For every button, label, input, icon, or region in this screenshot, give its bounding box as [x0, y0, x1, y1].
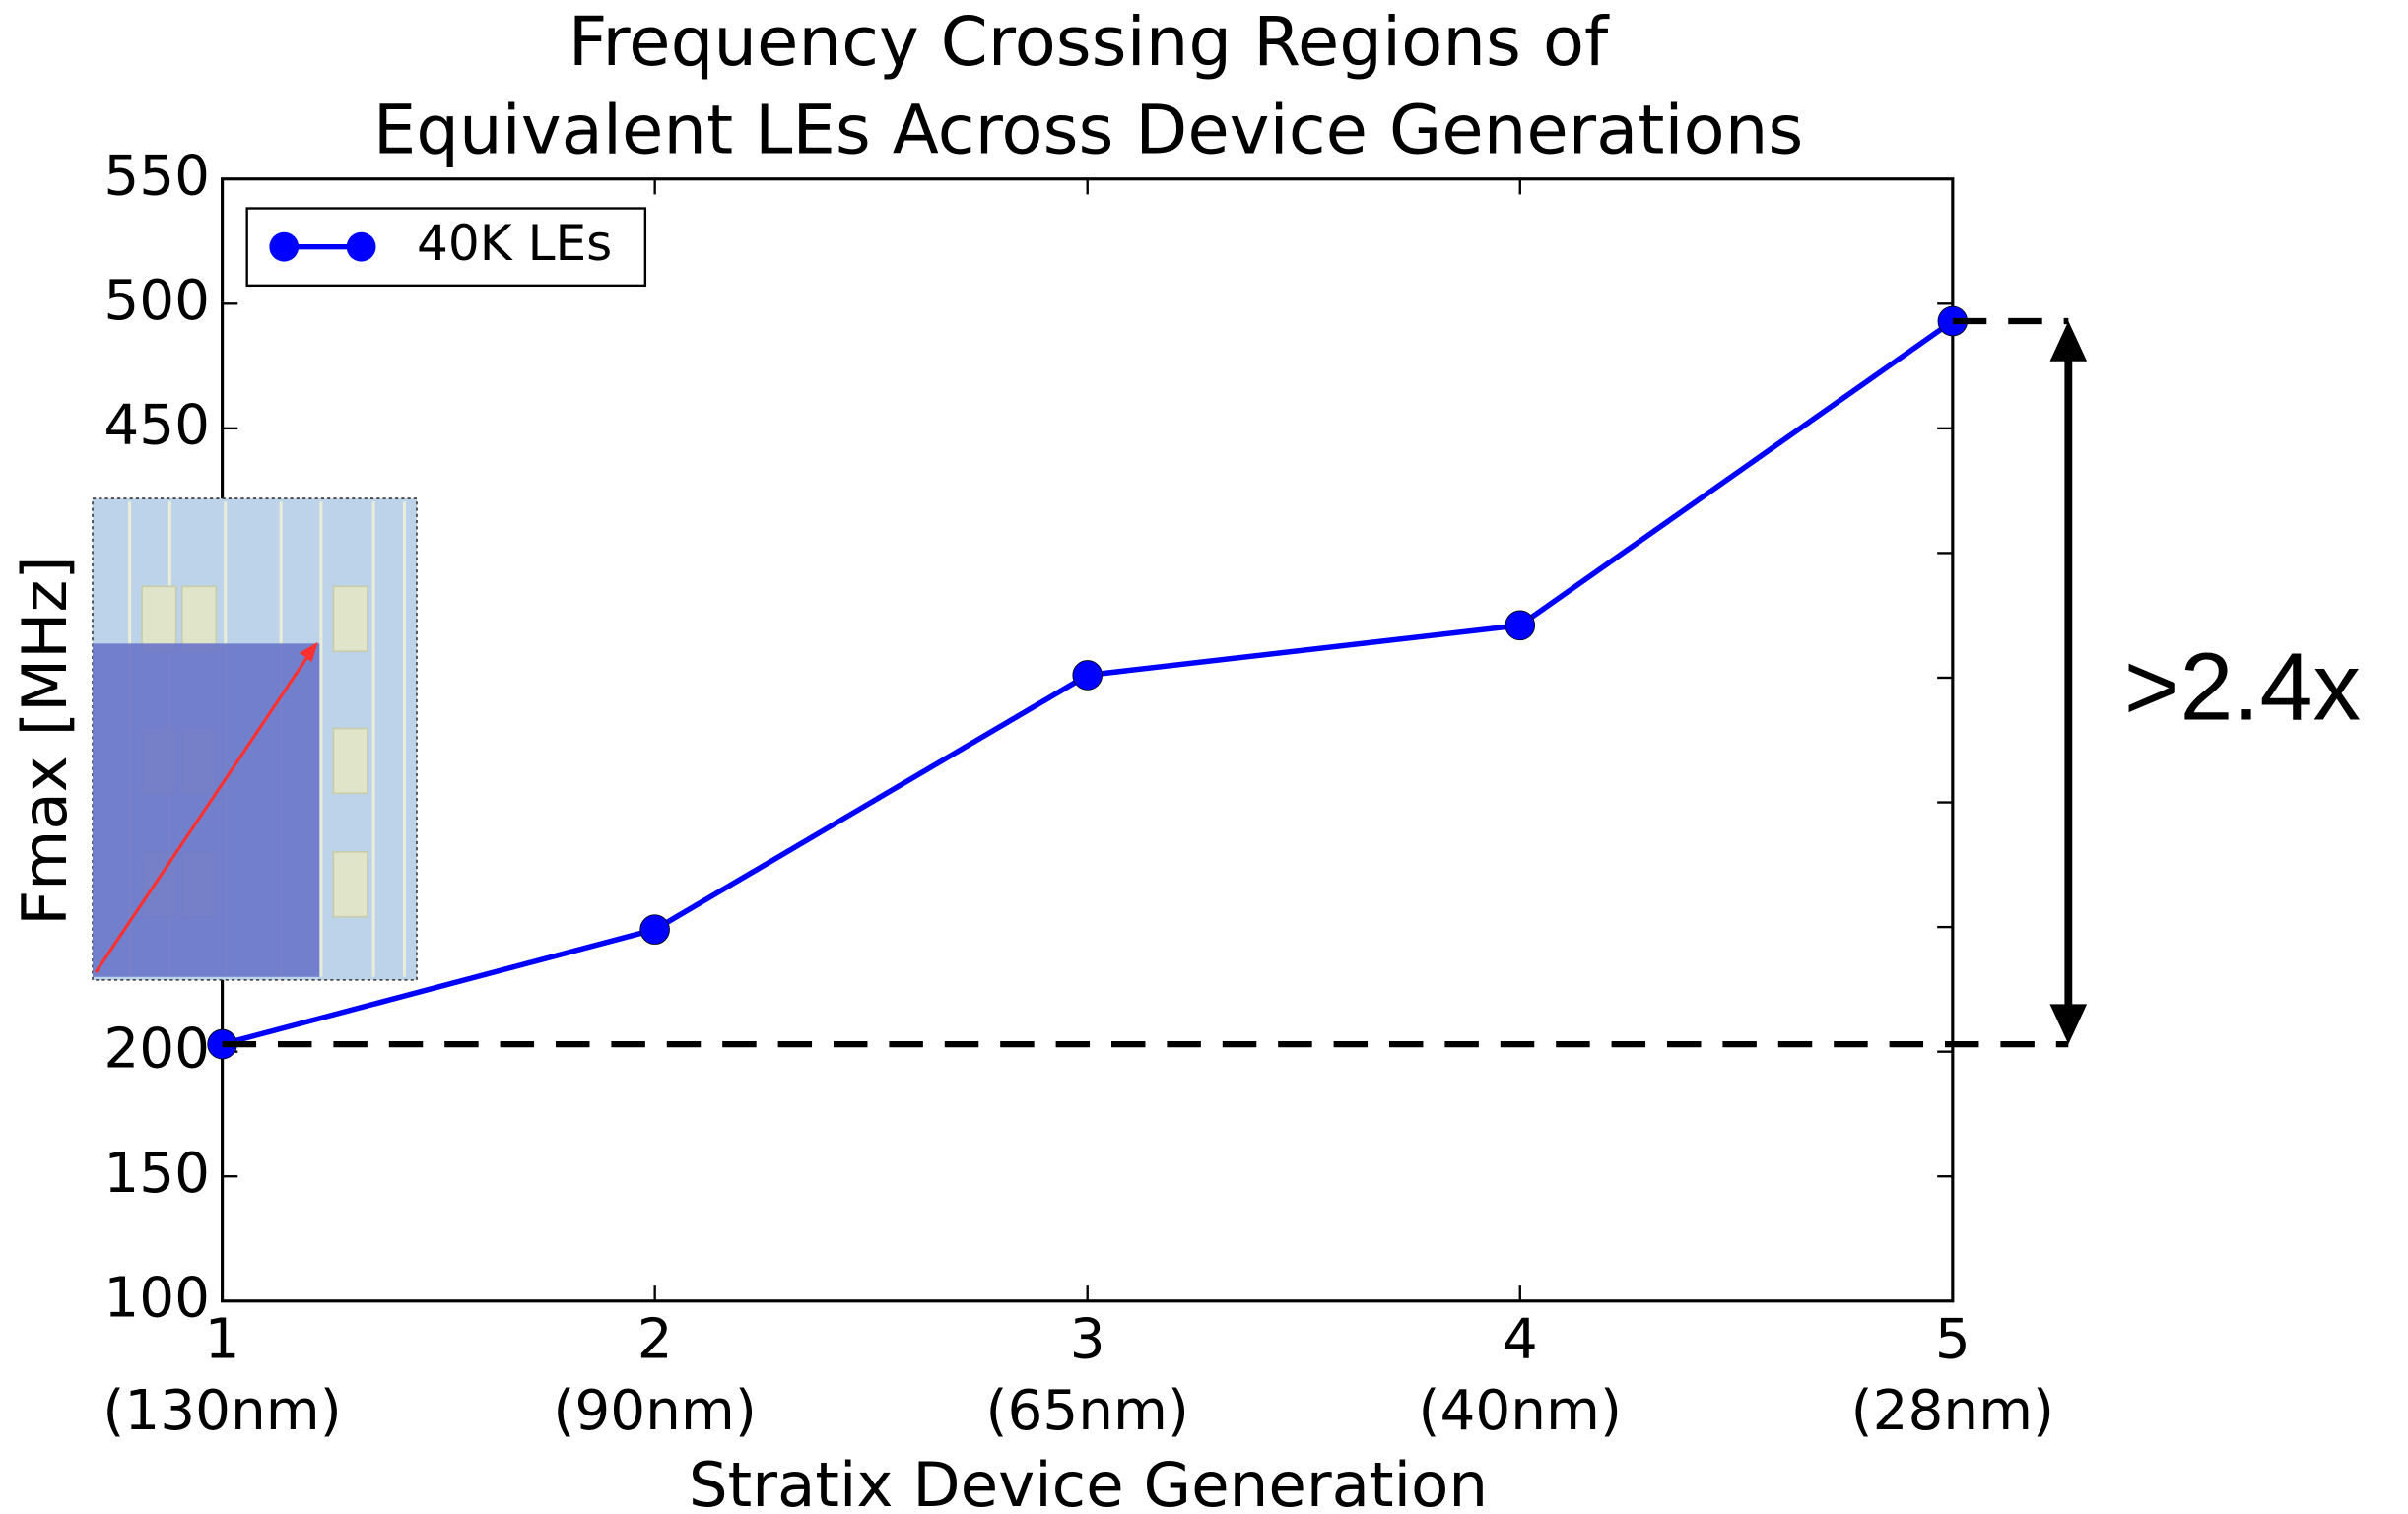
- y-tick-label: 200: [103, 1017, 210, 1081]
- y-tick-label: 550: [103, 144, 210, 208]
- plot-frame: [223, 179, 1953, 1301]
- x-tick-label: 5: [1935, 1308, 1971, 1372]
- x-tick-label: 3: [1070, 1308, 1105, 1372]
- x-tick-sublabel: (40nm): [1419, 1379, 1622, 1443]
- y-tick-label: 500: [103, 269, 210, 333]
- inset-block: [182, 586, 216, 651]
- x-tick-label: 1: [205, 1308, 240, 1372]
- x-tick-sublabel: (130nm): [102, 1379, 341, 1443]
- inset-block: [333, 729, 367, 794]
- title-line: Frequency Crossing Regions of: [569, 3, 1610, 82]
- x-tick-sublabel: (65nm): [986, 1379, 1189, 1443]
- annotation: >2.4x: [2124, 633, 2361, 741]
- chart-title: Frequency Crossing Regions of Equivalent …: [373, 3, 1804, 169]
- data-point: [640, 915, 670, 945]
- inset-block: [333, 586, 367, 651]
- y-tick-label: 100: [103, 1266, 210, 1330]
- y-axis-label: Fmax [MHz]: [9, 556, 81, 925]
- legend-marker: [269, 232, 299, 262]
- x-axis-label: Stratix Device Generation: [689, 1449, 1488, 1514]
- ratio-arrowhead: [2050, 1004, 2088, 1044]
- data-point: [1073, 661, 1103, 691]
- x-tick-label: 4: [1503, 1308, 1538, 1372]
- y-tick-label: 150: [103, 1142, 210, 1206]
- data-point: [1505, 611, 1535, 640]
- legend-marker: [347, 232, 376, 262]
- inset-image: [93, 498, 417, 980]
- title-line: Equivalent LEs Across Device Generations: [373, 91, 1804, 169]
- x-tick-sublabel: (28nm): [1851, 1379, 2054, 1443]
- x-tick-sublabel: (90nm): [553, 1379, 756, 1443]
- x-tick-label: 2: [637, 1308, 673, 1372]
- inset-block: [142, 586, 175, 651]
- page: Frequency Crossing Regions of Equivalent …: [0, 0, 2408, 1514]
- legend-label: 40K LEs: [417, 214, 612, 272]
- chart: Frequency Crossing Regions of Equivalent …: [0, 0, 2408, 1514]
- ratio-arrowhead: [2050, 321, 2088, 362]
- inset-block: [333, 852, 367, 917]
- y-tick-label: 450: [103, 393, 210, 457]
